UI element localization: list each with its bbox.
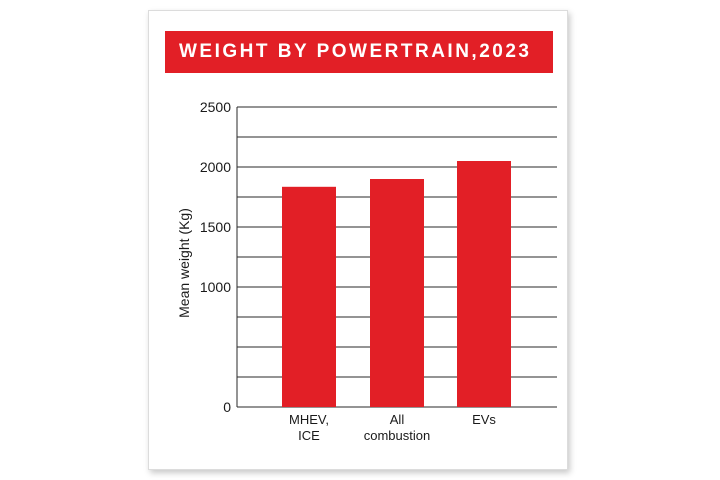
bar xyxy=(370,179,424,407)
y-tick-label: 0 xyxy=(223,399,231,415)
y-tick-label: 2000 xyxy=(200,159,231,175)
x-tick-label: MHEV, ICE xyxy=(289,412,329,443)
y-tick-labels: 0 1000 1500 2000 2500 xyxy=(200,99,231,415)
y-tick-label: 1000 xyxy=(200,279,231,295)
chart-card: WEIGHT BY POWERTRAIN,2023 Mean weight (K… xyxy=(148,10,568,470)
bar xyxy=(457,161,511,407)
y-tick-label: 1500 xyxy=(200,219,231,235)
x-tick-labels: MHEV, ICE All combustion EVs xyxy=(289,412,496,443)
y-tick-label: 2500 xyxy=(200,99,231,115)
x-tick-label: All combustion xyxy=(364,412,430,443)
y-axis-label: Mean weight (Kg) xyxy=(176,208,192,318)
title-banner: WEIGHT BY POWERTRAIN,2023 xyxy=(165,31,553,73)
bar-chart: Mean weight (Kg) 0 1000 1500 2000 2500 MHEV,… xyxy=(176,99,557,443)
x-tick-label: EVs xyxy=(472,412,496,427)
chart-title: WEIGHT BY POWERTRAIN,2023 xyxy=(179,41,532,62)
bar xyxy=(282,186,336,407)
bars xyxy=(282,161,511,407)
